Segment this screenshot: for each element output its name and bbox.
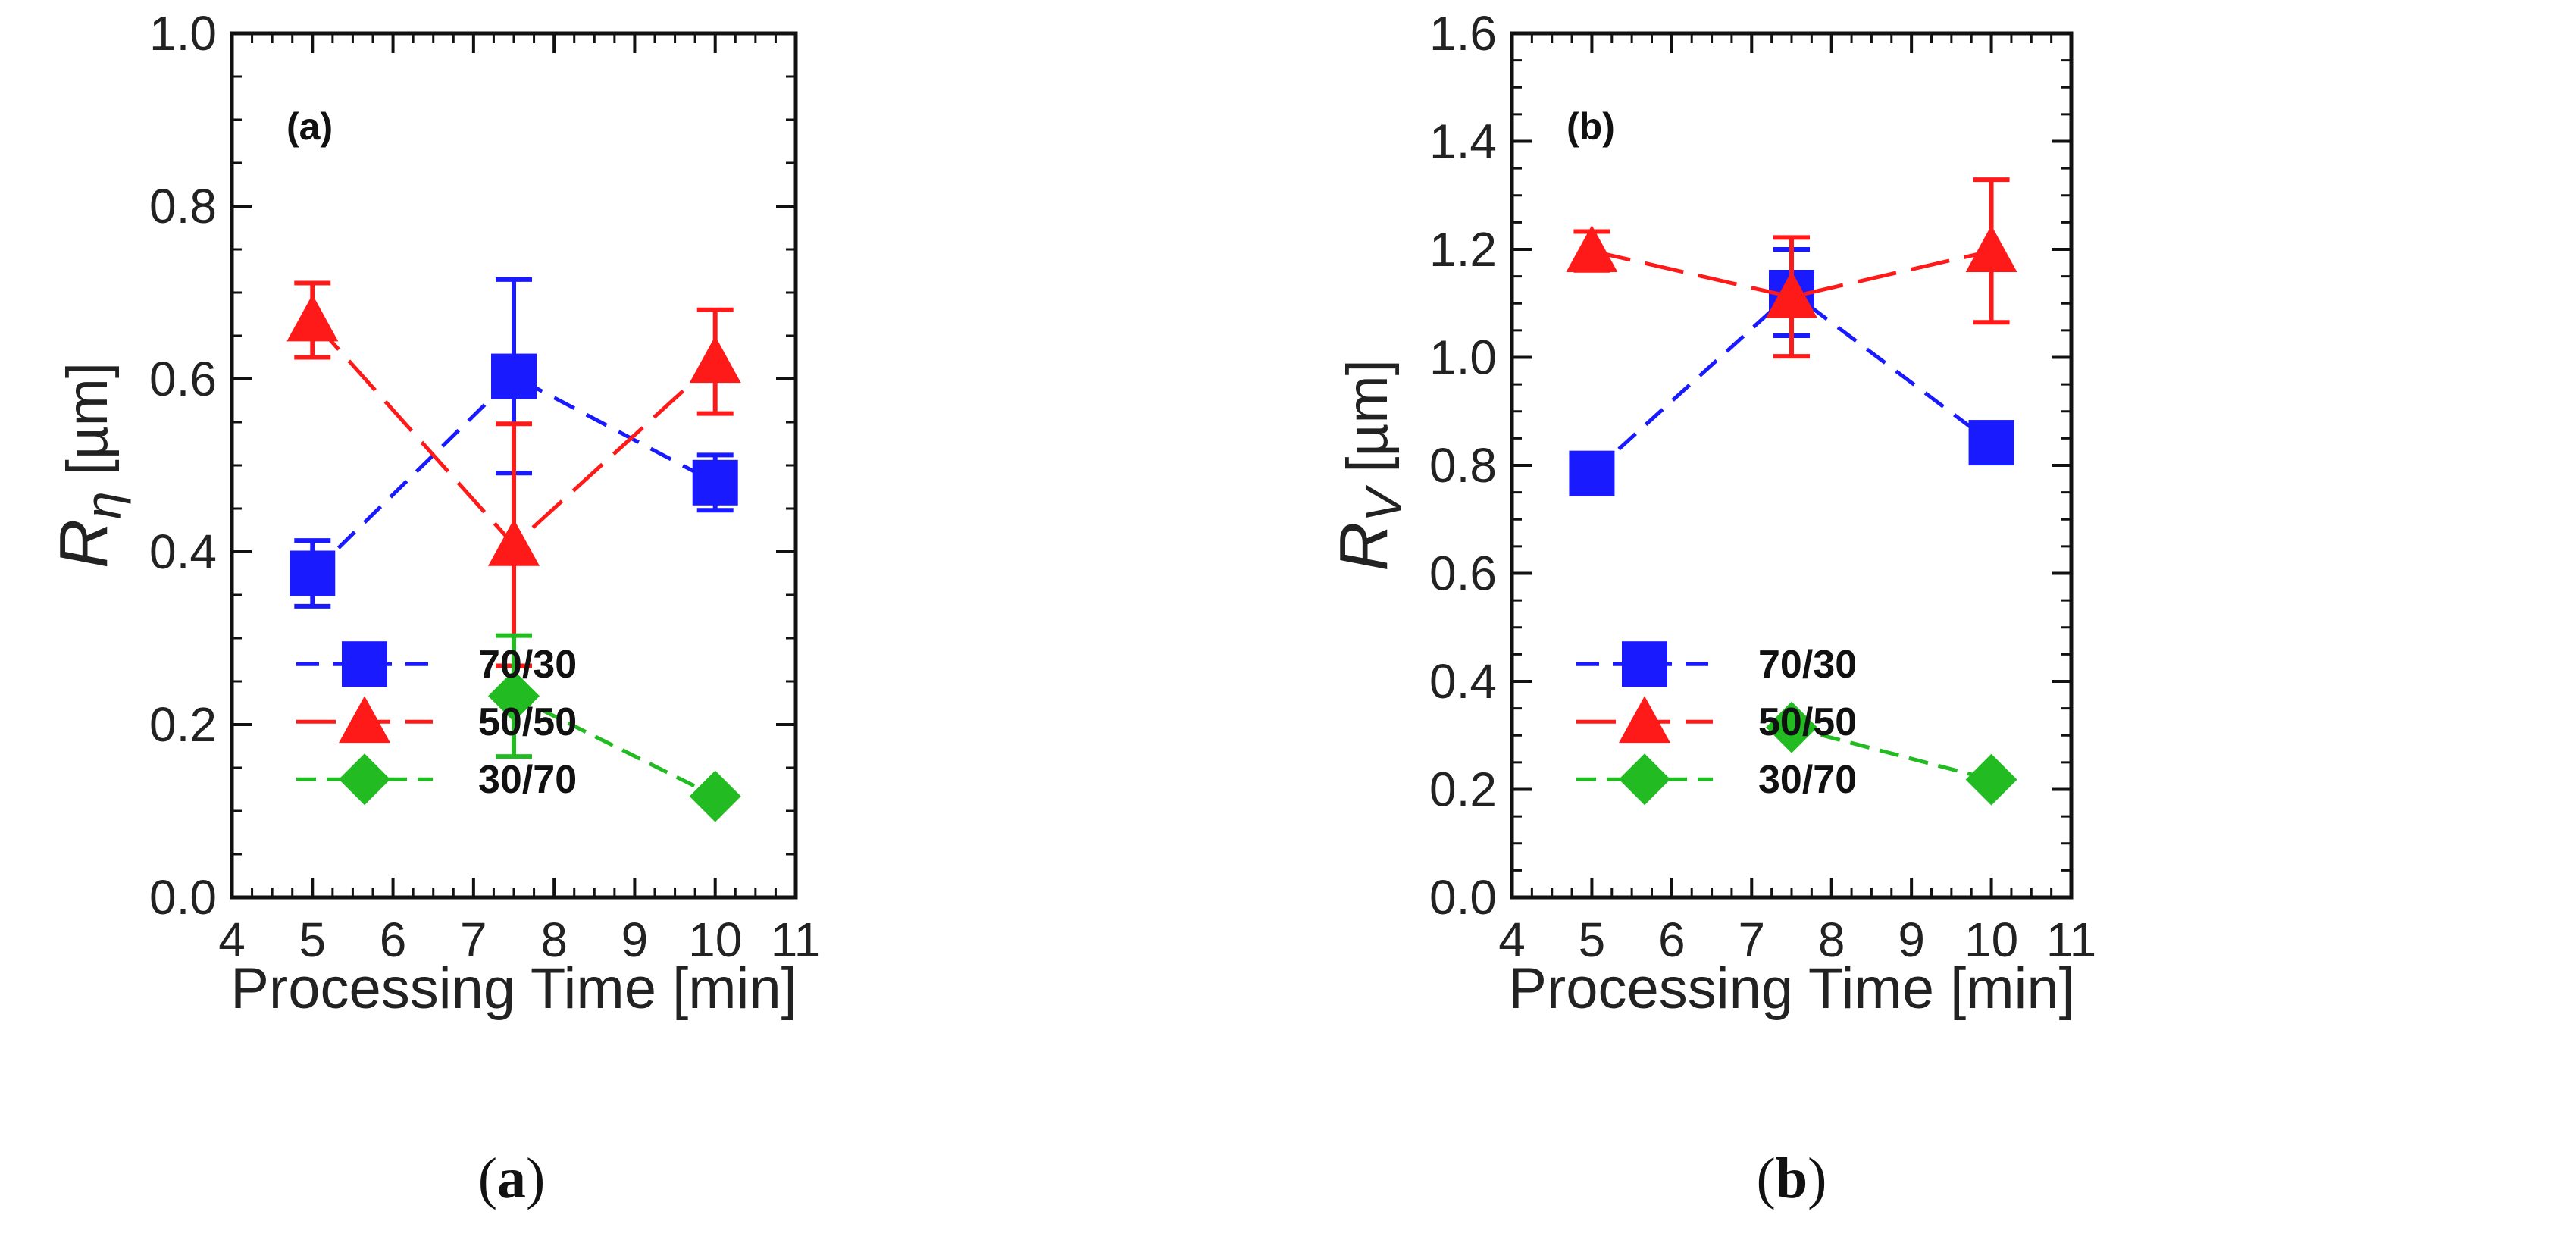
legend-label: 70/30	[1758, 643, 1857, 687]
legend: 70/30 50/50 30/70	[1576, 641, 1857, 806]
data-point	[1766, 271, 1817, 318]
legend: 70/30 50/50 30/70	[296, 641, 577, 806]
caption-open: (	[1757, 1147, 1776, 1210]
x-tick-label: 5	[1579, 913, 1606, 967]
y-axis-symbol: R	[1326, 522, 1402, 571]
y-axis-unit: [µm]	[1335, 359, 1400, 488]
y-axis-subscript: V	[1355, 484, 1411, 522]
y-tick-label: 0.0	[149, 870, 217, 925]
data-point	[1566, 225, 1618, 273]
y-tick-label: 1.4	[1429, 114, 1497, 169]
y-axis-subscript: η	[75, 491, 131, 519]
panel-tag: (a)	[286, 105, 333, 148]
caption-letter: b	[1776, 1147, 1808, 1210]
data-point	[290, 550, 336, 596]
legend-label: 50/50	[1758, 700, 1857, 744]
y-tick-label: 0.2	[1429, 762, 1497, 817]
series-50-50	[286, 280, 741, 668]
y-tick-label: 0.4	[149, 524, 217, 579]
y-tick-label: 0.8	[149, 179, 217, 233]
legend-marker	[339, 753, 390, 806]
legend-label: 50/50	[478, 700, 577, 744]
legend-marker	[1622, 641, 1667, 687]
x-tick-label: 8	[1818, 913, 1845, 967]
x-tick-label: 11	[771, 913, 821, 967]
x-tick-label: 7	[460, 913, 487, 967]
legend-label: 70/30	[478, 643, 577, 687]
y-tick-label: 1.0	[149, 6, 217, 61]
legend-marker	[342, 641, 387, 687]
y-tick-label: 0.8	[1429, 438, 1497, 493]
x-tick-label: 5	[299, 913, 326, 967]
panel-caption: (a)	[478, 1147, 546, 1210]
data-point	[1968, 420, 2014, 466]
data-point	[1965, 225, 2017, 273]
series-30-70	[1766, 701, 2017, 806]
x-tick-label: 9	[621, 913, 649, 967]
x-tick-label: 9	[1898, 913, 1925, 967]
x-tick-label: 11	[2046, 913, 2096, 967]
series-line	[512, 694, 716, 798]
data-point	[491, 353, 537, 399]
y-tick-label: 0.2	[149, 697, 217, 752]
panel-caption: (b)	[1757, 1147, 1827, 1210]
data-point	[692, 459, 738, 506]
y-axis-title: Rη [µm]	[46, 362, 131, 568]
x-tick-label: 10	[688, 913, 742, 967]
data-point	[1766, 701, 1817, 753]
panel-tag: (b)	[1567, 105, 1615, 148]
series-line	[1791, 725, 1992, 782]
y-tick-label: 1.0	[1429, 330, 1497, 385]
data-point	[689, 336, 741, 384]
series-30-70	[488, 633, 741, 822]
y-tick-label: 0.6	[149, 352, 217, 406]
data-point	[488, 670, 540, 722]
legend-marker	[1619, 753, 1670, 806]
series-line	[1591, 249, 1992, 299]
x-axis-title: Processing Time [min]	[1508, 956, 2075, 1021]
x-tick-label: 6	[1658, 913, 1686, 967]
legend-label: 30/70	[478, 758, 577, 802]
caption-open: (	[478, 1147, 497, 1210]
series-line	[311, 374, 716, 575]
caption-letter: a	[497, 1147, 526, 1210]
y-axis-unit: [µm]	[55, 362, 120, 491]
data-point	[286, 294, 339, 342]
panel-a: 4 5 6 7 8 9 10 11 0.0 0.2 0.4 0.6 0.8 1.0 Processing T…	[46, 6, 821, 1210]
legend-marker	[1619, 696, 1670, 744]
y-axis-symbol: R	[46, 519, 122, 568]
data-point	[689, 770, 741, 822]
x-tick-label: 4	[1498, 913, 1526, 967]
y-tick-label: 1.6	[1429, 6, 1497, 61]
legend-marker	[339, 696, 390, 744]
panel-b: 4 5 6 7 8 9 10 11 0.0 0.2 0.4 0.6 0.8 1.0 1.2 1.4 1.6 Pro…	[1326, 6, 2096, 1210]
y-tick-label: 0.6	[1429, 546, 1497, 601]
data-point	[488, 518, 540, 566]
data-point	[1569, 450, 1615, 496]
y-tick-label: 0.4	[1429, 654, 1497, 709]
caption-close: )	[526, 1147, 545, 1210]
series-50-50	[1566, 177, 2017, 359]
y-tick-label: 0.0	[1429, 870, 1497, 925]
x-tick-label: 8	[540, 913, 568, 967]
y-axis-title: RV [µm]	[1326, 359, 1411, 571]
x-tick-label: 4	[218, 913, 246, 967]
caption-close: )	[1808, 1147, 1826, 1210]
x-axis-title: Processing Time [min]	[230, 956, 797, 1021]
x-tick-label: 7	[1738, 913, 1765, 967]
data-point	[1965, 753, 2017, 806]
y-tick-label: 1.2	[1429, 222, 1497, 277]
legend-label: 30/70	[1758, 758, 1857, 802]
x-tick-label: 6	[380, 913, 407, 967]
x-tick-label: 10	[1964, 913, 2018, 967]
